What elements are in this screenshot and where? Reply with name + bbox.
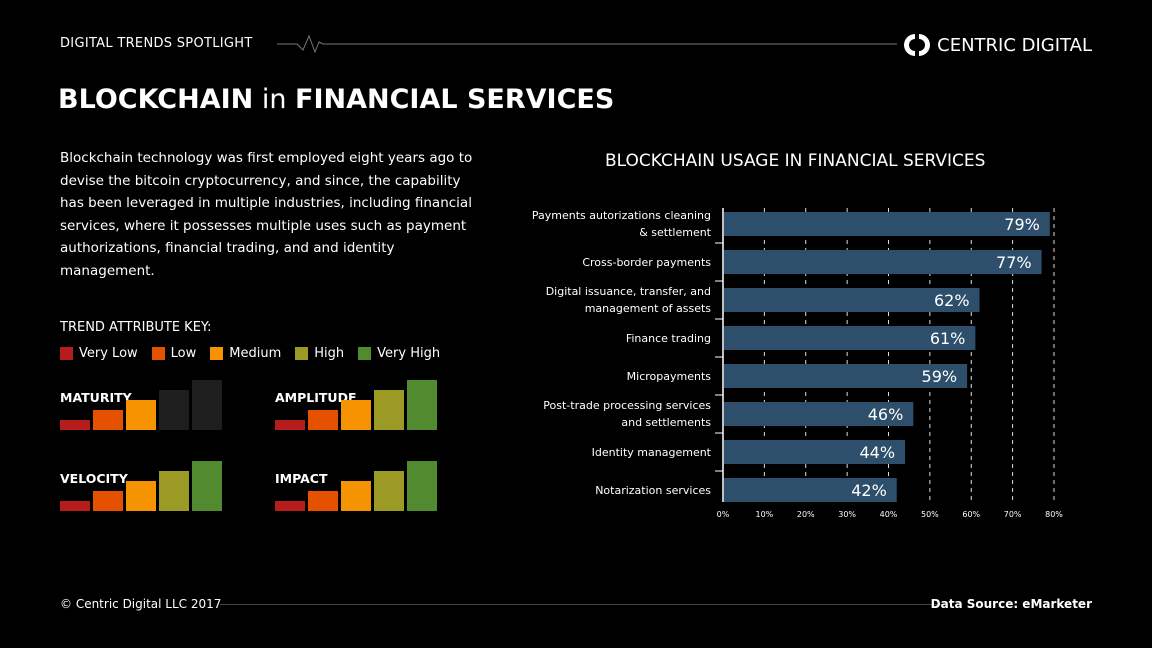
x-tick-label: 60%	[962, 510, 980, 519]
level-bar	[341, 400, 371, 430]
legend-swatch	[358, 347, 372, 360]
level-bar	[374, 390, 404, 430]
data-label: 61%	[930, 329, 966, 348]
kicker: DIGITAL TRENDS SPOTLIGHT	[60, 36, 253, 51]
data-label: 79%	[1004, 215, 1040, 234]
x-tick-label: 40%	[880, 510, 898, 519]
chart-title: BLOCKCHAIN USAGE IN FINANCIAL SERVICES	[605, 151, 986, 171]
x-tick-label: 30%	[838, 510, 856, 519]
level-bar	[159, 390, 189, 430]
attribute-impact: IMPACT	[275, 461, 437, 511]
x-tick-label: 20%	[797, 510, 815, 519]
level-bar	[275, 501, 305, 511]
legend-label: Very Low	[79, 346, 138, 361]
data-label: 62%	[934, 291, 970, 310]
level-bar	[407, 461, 437, 511]
level-bar	[159, 471, 189, 511]
level-bar	[308, 410, 338, 430]
category-label: Post-trade processing services	[543, 399, 711, 412]
level-bar	[308, 491, 338, 511]
level-bar	[341, 481, 371, 511]
x-tick-label: 10%	[755, 510, 773, 519]
legend-swatch	[151, 347, 165, 360]
legend-label: Low	[170, 346, 197, 361]
legend-item: Medium	[210, 346, 281, 361]
level-bar	[93, 491, 123, 511]
attribute-label: IMPACT	[275, 471, 328, 486]
legend-swatch	[295, 347, 309, 360]
x-tick-label: 80%	[1045, 510, 1063, 519]
legend-swatch	[210, 347, 224, 360]
level-bar	[275, 420, 305, 430]
x-tick-label: 70%	[1004, 510, 1022, 519]
brand-logo: CENTRIC DIGITAL	[903, 31, 1092, 59]
data-label: 46%	[868, 405, 904, 424]
bar	[724, 250, 1042, 274]
data-label: 77%	[996, 253, 1032, 272]
attribute-legend: Very Low Low Medium High Very High	[60, 346, 440, 361]
level-bar	[192, 461, 222, 511]
x-tick-label: 0%	[717, 510, 730, 519]
category-label: Micropayments	[627, 370, 712, 383]
intro-text: Blockchain technology was first employed…	[60, 150, 473, 279]
copyright: © Centric Digital LLC 2017	[60, 597, 222, 611]
bar	[724, 402, 914, 426]
level-bar	[407, 380, 437, 430]
category-label: & settlement	[639, 226, 711, 239]
attribute-label: MATURITY	[60, 390, 132, 405]
key-heading: TREND ATTRIBUTE KEY:	[60, 320, 212, 335]
data-label: 59%	[922, 367, 958, 386]
x-tick-label: 50%	[921, 510, 939, 519]
centric-logo-icon	[904, 34, 931, 56]
level-bar	[374, 471, 404, 511]
attribute-label: AMPLITUDE	[275, 390, 357, 405]
category-label: and settlements	[621, 416, 711, 429]
legend-item: Very High	[358, 346, 440, 361]
attribute-amplitude: AMPLITUDE	[275, 380, 437, 430]
legend-label: High	[314, 346, 345, 361]
attribute-label: VELOCITY	[60, 471, 128, 486]
footer-divider	[220, 604, 944, 605]
category-label: Digital issuance, transfer, and	[546, 285, 711, 298]
level-bar	[93, 410, 123, 430]
bar	[724, 212, 1050, 236]
category-label: Finance trading	[626, 332, 711, 345]
bar-chart: 0% 10% 20% 30% 40% 50% 60% 70% 80% 79% Payments au…	[532, 208, 1063, 519]
category-label: Cross-border payments	[582, 256, 711, 269]
category-label: management of assets	[585, 302, 712, 315]
bar	[724, 288, 980, 312]
legend-label: Very High	[377, 346, 441, 361]
brand-name: CENTRIC DIGITAL	[937, 34, 1092, 56]
level-bar	[60, 420, 90, 430]
legend-item: Low	[151, 346, 197, 361]
level-bar	[60, 501, 90, 511]
category-label: Payments autorizations cleaning	[532, 209, 711, 222]
data-source: Data Source: eMarketer	[930, 597, 1092, 611]
data-label: 44%	[859, 443, 895, 462]
level-bar	[126, 400, 156, 430]
bar	[724, 326, 976, 350]
category-label: Identity management	[592, 446, 712, 459]
level-bar	[126, 481, 156, 511]
page-title: BLOCKCHAIN in FINANCIAL SERVICES	[58, 84, 615, 115]
level-bar	[192, 380, 222, 430]
legend-label: Medium	[229, 346, 282, 361]
data-label: 42%	[851, 481, 887, 500]
attribute-velocity: VELOCITY	[60, 461, 222, 511]
category-label: Notarization services	[595, 484, 711, 497]
attribute-maturity: MATURITY	[60, 380, 222, 430]
bar	[724, 478, 897, 502]
legend-item: Very Low	[60, 346, 138, 361]
pulse-line-icon	[277, 34, 897, 54]
bar	[724, 364, 968, 388]
legend-swatch	[60, 347, 73, 360]
bar	[724, 440, 906, 464]
legend-item: High	[295, 346, 344, 361]
